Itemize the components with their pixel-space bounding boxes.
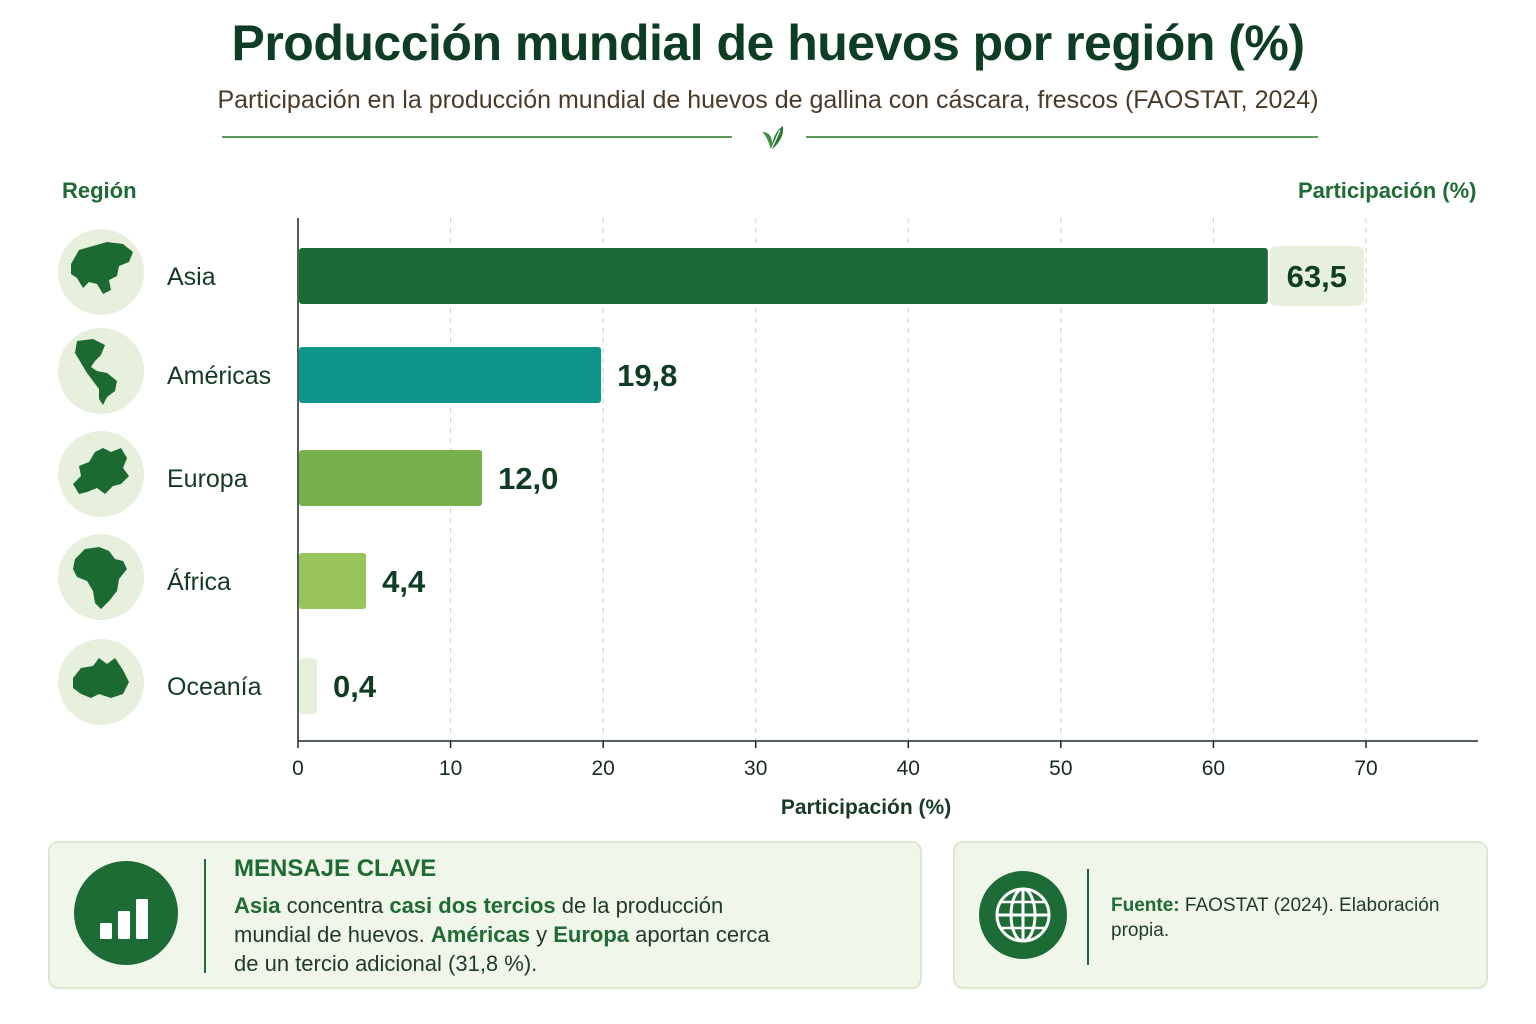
- key-message-card: MENSAJE CLAVE Asia concentra casi dos te…: [48, 841, 922, 989]
- source-text: Fuente: FAOSTAT (2024). Elaboración prop…: [1111, 893, 1471, 943]
- value-label-bg: [1269, 246, 1364, 306]
- oceania-map-icon: [58, 639, 144, 725]
- key-message-part: Asia: [234, 893, 281, 918]
- value-label: 0,4: [333, 669, 377, 704]
- value-label: 19,8: [617, 358, 677, 393]
- bar: [299, 553, 367, 609]
- x-tick-label: 40: [897, 757, 920, 780]
- category-label: África: [167, 567, 231, 596]
- key-message-part: aportan cerca de un tercio adicional (31…: [234, 922, 770, 976]
- source-value: FAOSTAT (2024). Elaboración propia.: [1111, 895, 1440, 941]
- x-tick-label: 60: [1202, 757, 1225, 780]
- bar: [299, 658, 317, 714]
- bar-chart-icon: [74, 861, 178, 965]
- x-tick-label: 30: [744, 757, 767, 780]
- value-label: 4,4: [382, 564, 426, 599]
- x-tick-label: 20: [591, 757, 614, 780]
- americas-map-icon: [58, 328, 144, 414]
- europe-map-icon: [58, 431, 144, 517]
- region-header: Región: [62, 178, 137, 203]
- key-message-part: de la producción mundial de huevos.: [234, 893, 724, 947]
- divider-right: [806, 136, 1318, 138]
- key-message-part: casi dos tercios: [389, 893, 556, 918]
- globe-icon: [979, 871, 1067, 959]
- asia-map-icon: [58, 229, 144, 315]
- chart-title: Producción mundial de huevos por región …: [231, 15, 1305, 71]
- x-tick-label: 50: [1049, 757, 1072, 780]
- bar-chart: 0 10 20 30 40 50 60 70 Participación (%) Asia 63,5…: [58, 218, 1478, 819]
- category-label: Asia: [167, 263, 216, 291]
- x-axis-title: Participación (%): [781, 796, 951, 819]
- divider-left: [222, 136, 732, 138]
- value-header: Participación (%): [1298, 178, 1477, 203]
- bar: [299, 347, 602, 403]
- bar: [299, 248, 1268, 304]
- source-separator: [1087, 869, 1089, 965]
- key-message-title: MENSAJE CLAVE: [234, 855, 437, 882]
- leaf-icon: [762, 126, 784, 151]
- key-message-text: Asia concentra casi dos tercios de la pr…: [234, 891, 794, 978]
- key-separator: [204, 859, 206, 973]
- category-label: Américas: [167, 362, 271, 390]
- source-label: Fuente:: [1111, 895, 1180, 916]
- source-card: Fuente: FAOSTAT (2024). Elaboración prop…: [953, 841, 1488, 989]
- category-label: Europa: [167, 465, 248, 493]
- key-message-part: y: [529, 922, 554, 947]
- x-tick-label: 70: [1354, 757, 1377, 780]
- value-label: 63,5: [1287, 259, 1347, 294]
- category-label: Oceanía: [167, 673, 262, 701]
- x-tick-label: 10: [439, 757, 462, 780]
- bar: [299, 450, 483, 506]
- key-message-part: Américas: [430, 922, 530, 947]
- key-message-part: concentra: [280, 893, 390, 918]
- value-label: 12,0: [498, 461, 558, 496]
- x-tick-label: 0: [292, 757, 304, 780]
- key-message-part: Europa: [553, 922, 630, 947]
- africa-map-icon: [58, 534, 144, 620]
- chart-subtitle: Participación en la producción mundial d…: [217, 86, 1319, 114]
